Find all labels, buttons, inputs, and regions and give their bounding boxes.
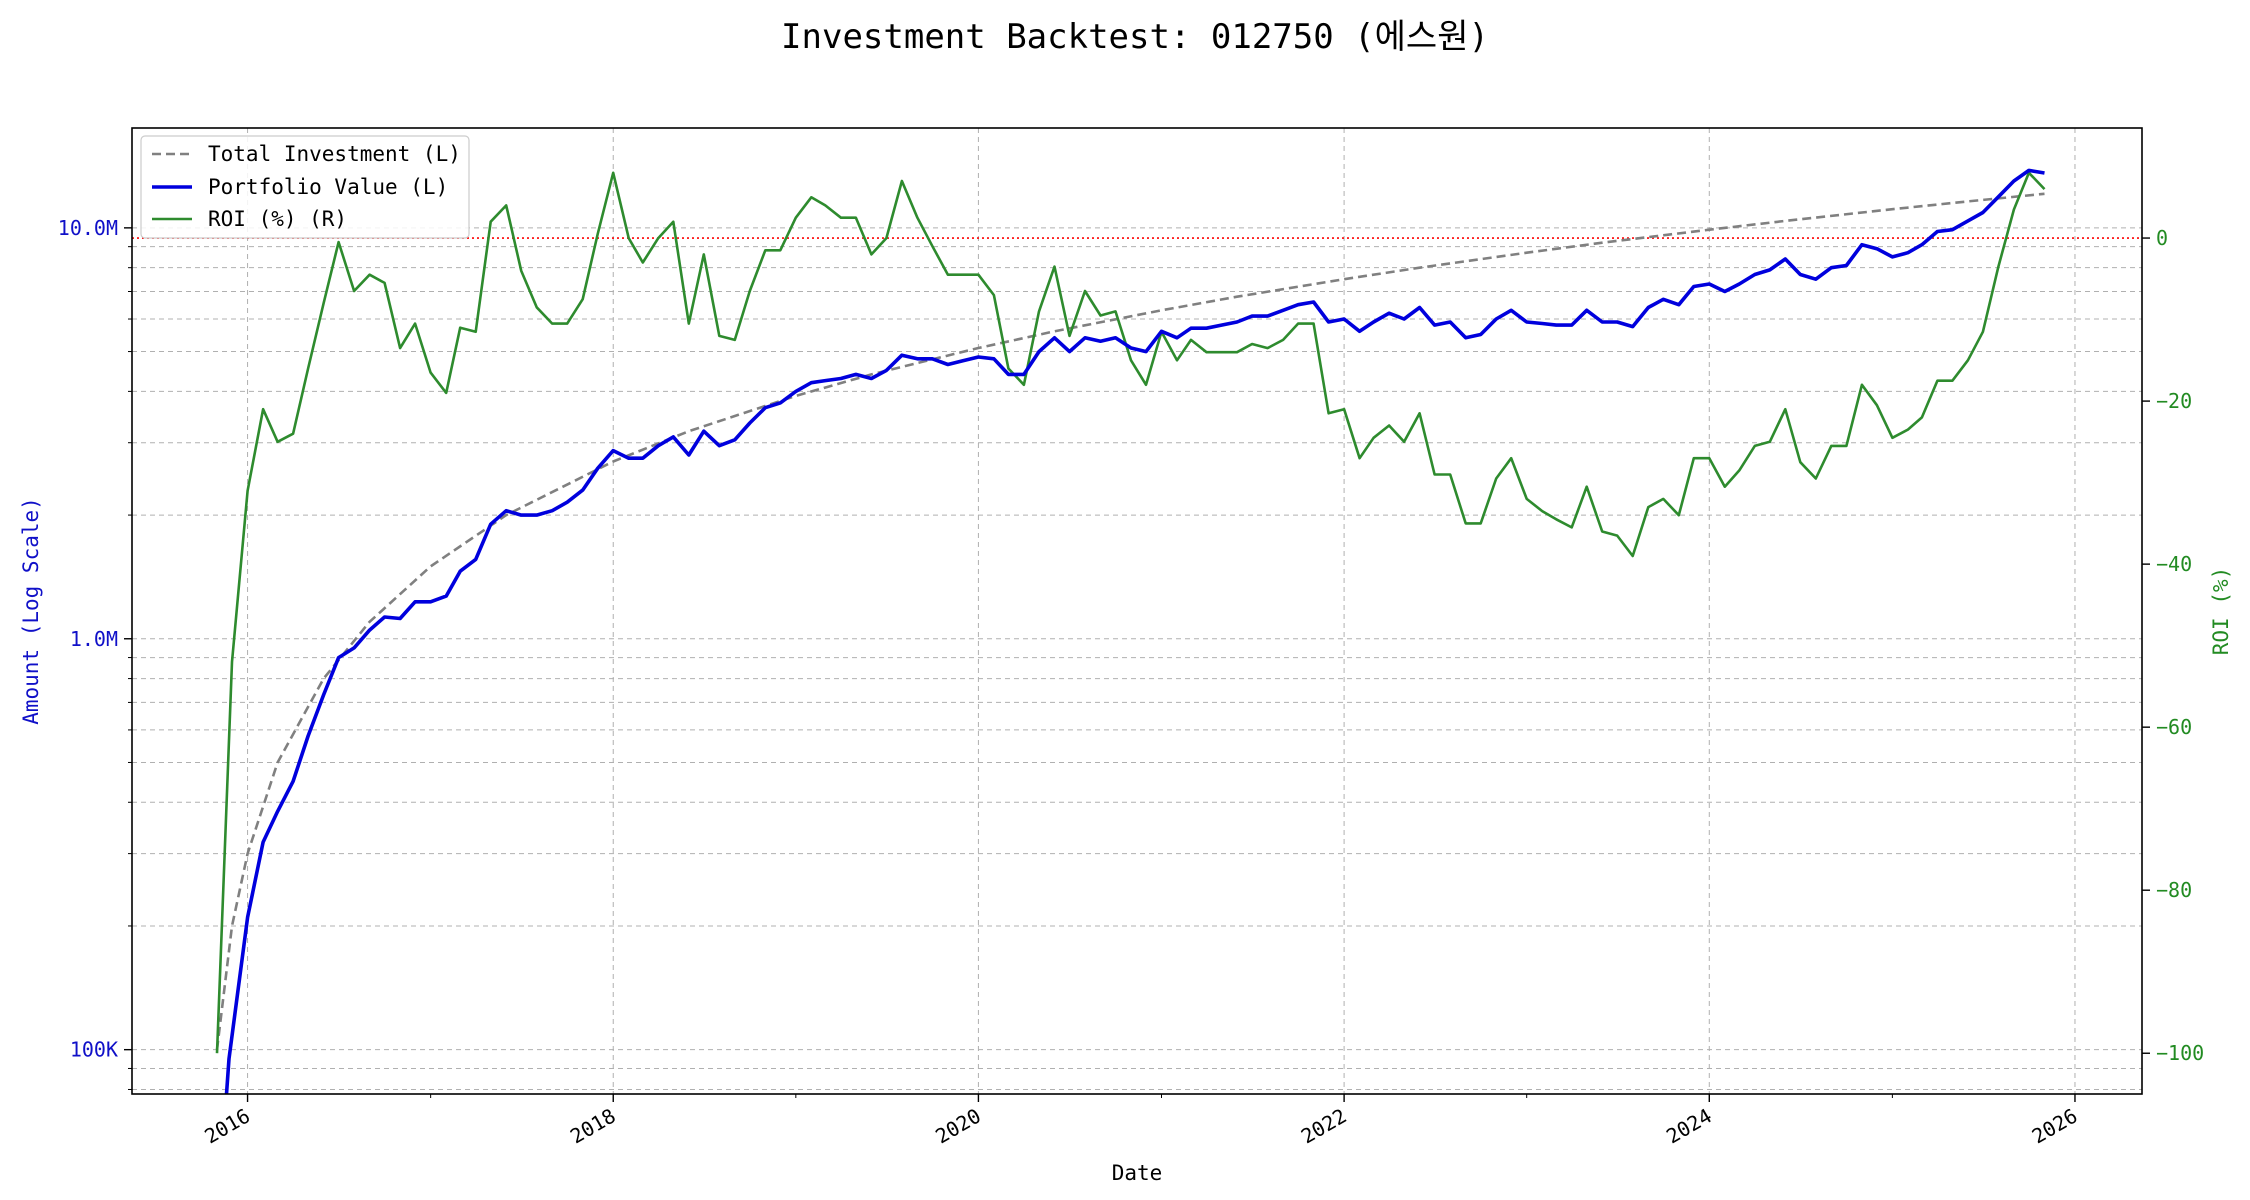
x-axis-ticks: 2016 2018 2020 2022 2024 2026 — [200, 1094, 2081, 1148]
x-tick-label: 2018 — [566, 1104, 620, 1149]
left-tick-label: 1.0M — [70, 627, 118, 651]
plot-frame — [131, 127, 2143, 1095]
legend-label-portfolio: Portfolio Value (L) — [208, 175, 448, 199]
right-axis-ticks: 0 −20 −40 −60 −80 −100 — [2142, 226, 2204, 1065]
x-tick-label: 2022 — [1297, 1104, 1351, 1149]
series-line-portfolio — [224, 168, 2045, 1095]
legend-label-roi: ROI (%) (R) — [208, 207, 347, 231]
legend: Total Investment (L) Portfolio Value (L)… — [140, 135, 470, 239]
right-tick-label: −80 — [2156, 878, 2192, 902]
series-line-investment — [215, 192, 2045, 1050]
x-tick-label: 2020 — [931, 1104, 985, 1149]
legend-label-investment: Total Investment (L) — [208, 142, 461, 166]
grid — [132, 128, 2142, 1094]
left-axis-ticks: 100K 1.0M 10.0M — [58, 216, 132, 1090]
right-tick-label: −60 — [2156, 715, 2192, 739]
chart-title: Investment Backtest: 012750 (에스원) — [781, 17, 1489, 57]
series-layer — [215, 168, 2046, 1095]
series-line-roi — [215, 171, 2046, 1054]
right-tick-label: −100 — [2156, 1041, 2204, 1065]
x-tick-label: 2024 — [1662, 1104, 1716, 1149]
right-tick-label: 0 — [2156, 226, 2168, 250]
left-tick-label: 10.0M — [58, 216, 118, 240]
left-axis-label: Amount (Log Scale) — [19, 497, 43, 725]
left-tick-label: 100K — [70, 1038, 118, 1062]
right-tick-label: −40 — [2156, 552, 2192, 576]
right-tick-label: −20 — [2156, 389, 2192, 413]
x-tick-label: 2016 — [200, 1104, 254, 1149]
x-tick-label: 2026 — [2028, 1104, 2082, 1149]
legend-box — [140, 135, 470, 239]
right-axis-label: ROI (%) — [2209, 567, 2233, 656]
x-axis-label: Date — [1112, 1161, 1163, 1185]
